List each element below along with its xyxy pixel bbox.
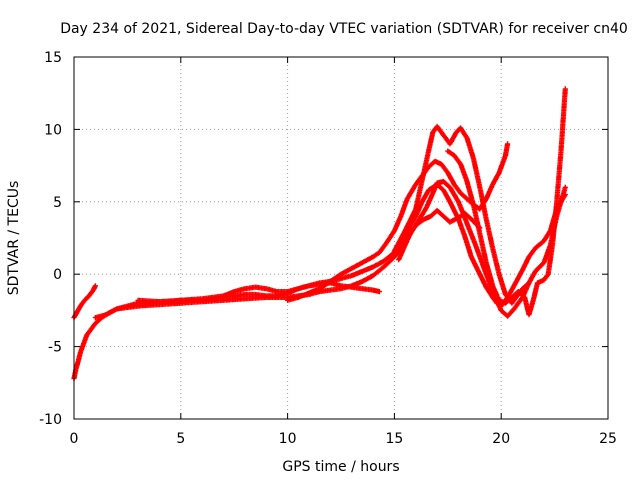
- grid-lines: [74, 57, 608, 419]
- x-axis-label: GPS time / hours: [282, 459, 399, 475]
- x-tick-label: 10: [279, 431, 297, 447]
- series-markers: [396, 207, 483, 263]
- series-markers: [445, 86, 568, 318]
- series-track-f: [391, 123, 532, 306]
- chart-title: Day 234 of 2021, Sidereal Day-to-day VTE…: [60, 21, 628, 37]
- x-tick-label: 5: [176, 431, 185, 447]
- y-tick-label: 5: [53, 195, 62, 211]
- x-tick-labels: 0 5 10 15 20 25: [70, 431, 617, 447]
- x-tick-label: 25: [599, 431, 617, 447]
- x-tick-label: 20: [492, 431, 510, 447]
- y-tick-labels: -10 -5 0 5 10 15: [39, 50, 62, 428]
- series-track-h: [396, 207, 483, 263]
- y-tick-label: -10: [39, 412, 62, 428]
- y-tick-label: 0: [53, 267, 62, 283]
- y-axis-label: SDTVAR / TECUs: [6, 181, 22, 296]
- y-tick-label: 10: [44, 122, 62, 138]
- series-markers: [391, 123, 532, 306]
- series-track-c: [92, 178, 568, 321]
- data-series: [71, 86, 568, 382]
- y-tick-label: 15: [44, 50, 62, 66]
- series-markers: [92, 178, 568, 321]
- plot-frame: [73, 56, 609, 420]
- series-track-g: [445, 86, 568, 318]
- x-tick-label: 0: [70, 431, 79, 447]
- y-tick-label: -5: [48, 340, 62, 356]
- x-tick-label: 15: [385, 431, 403, 447]
